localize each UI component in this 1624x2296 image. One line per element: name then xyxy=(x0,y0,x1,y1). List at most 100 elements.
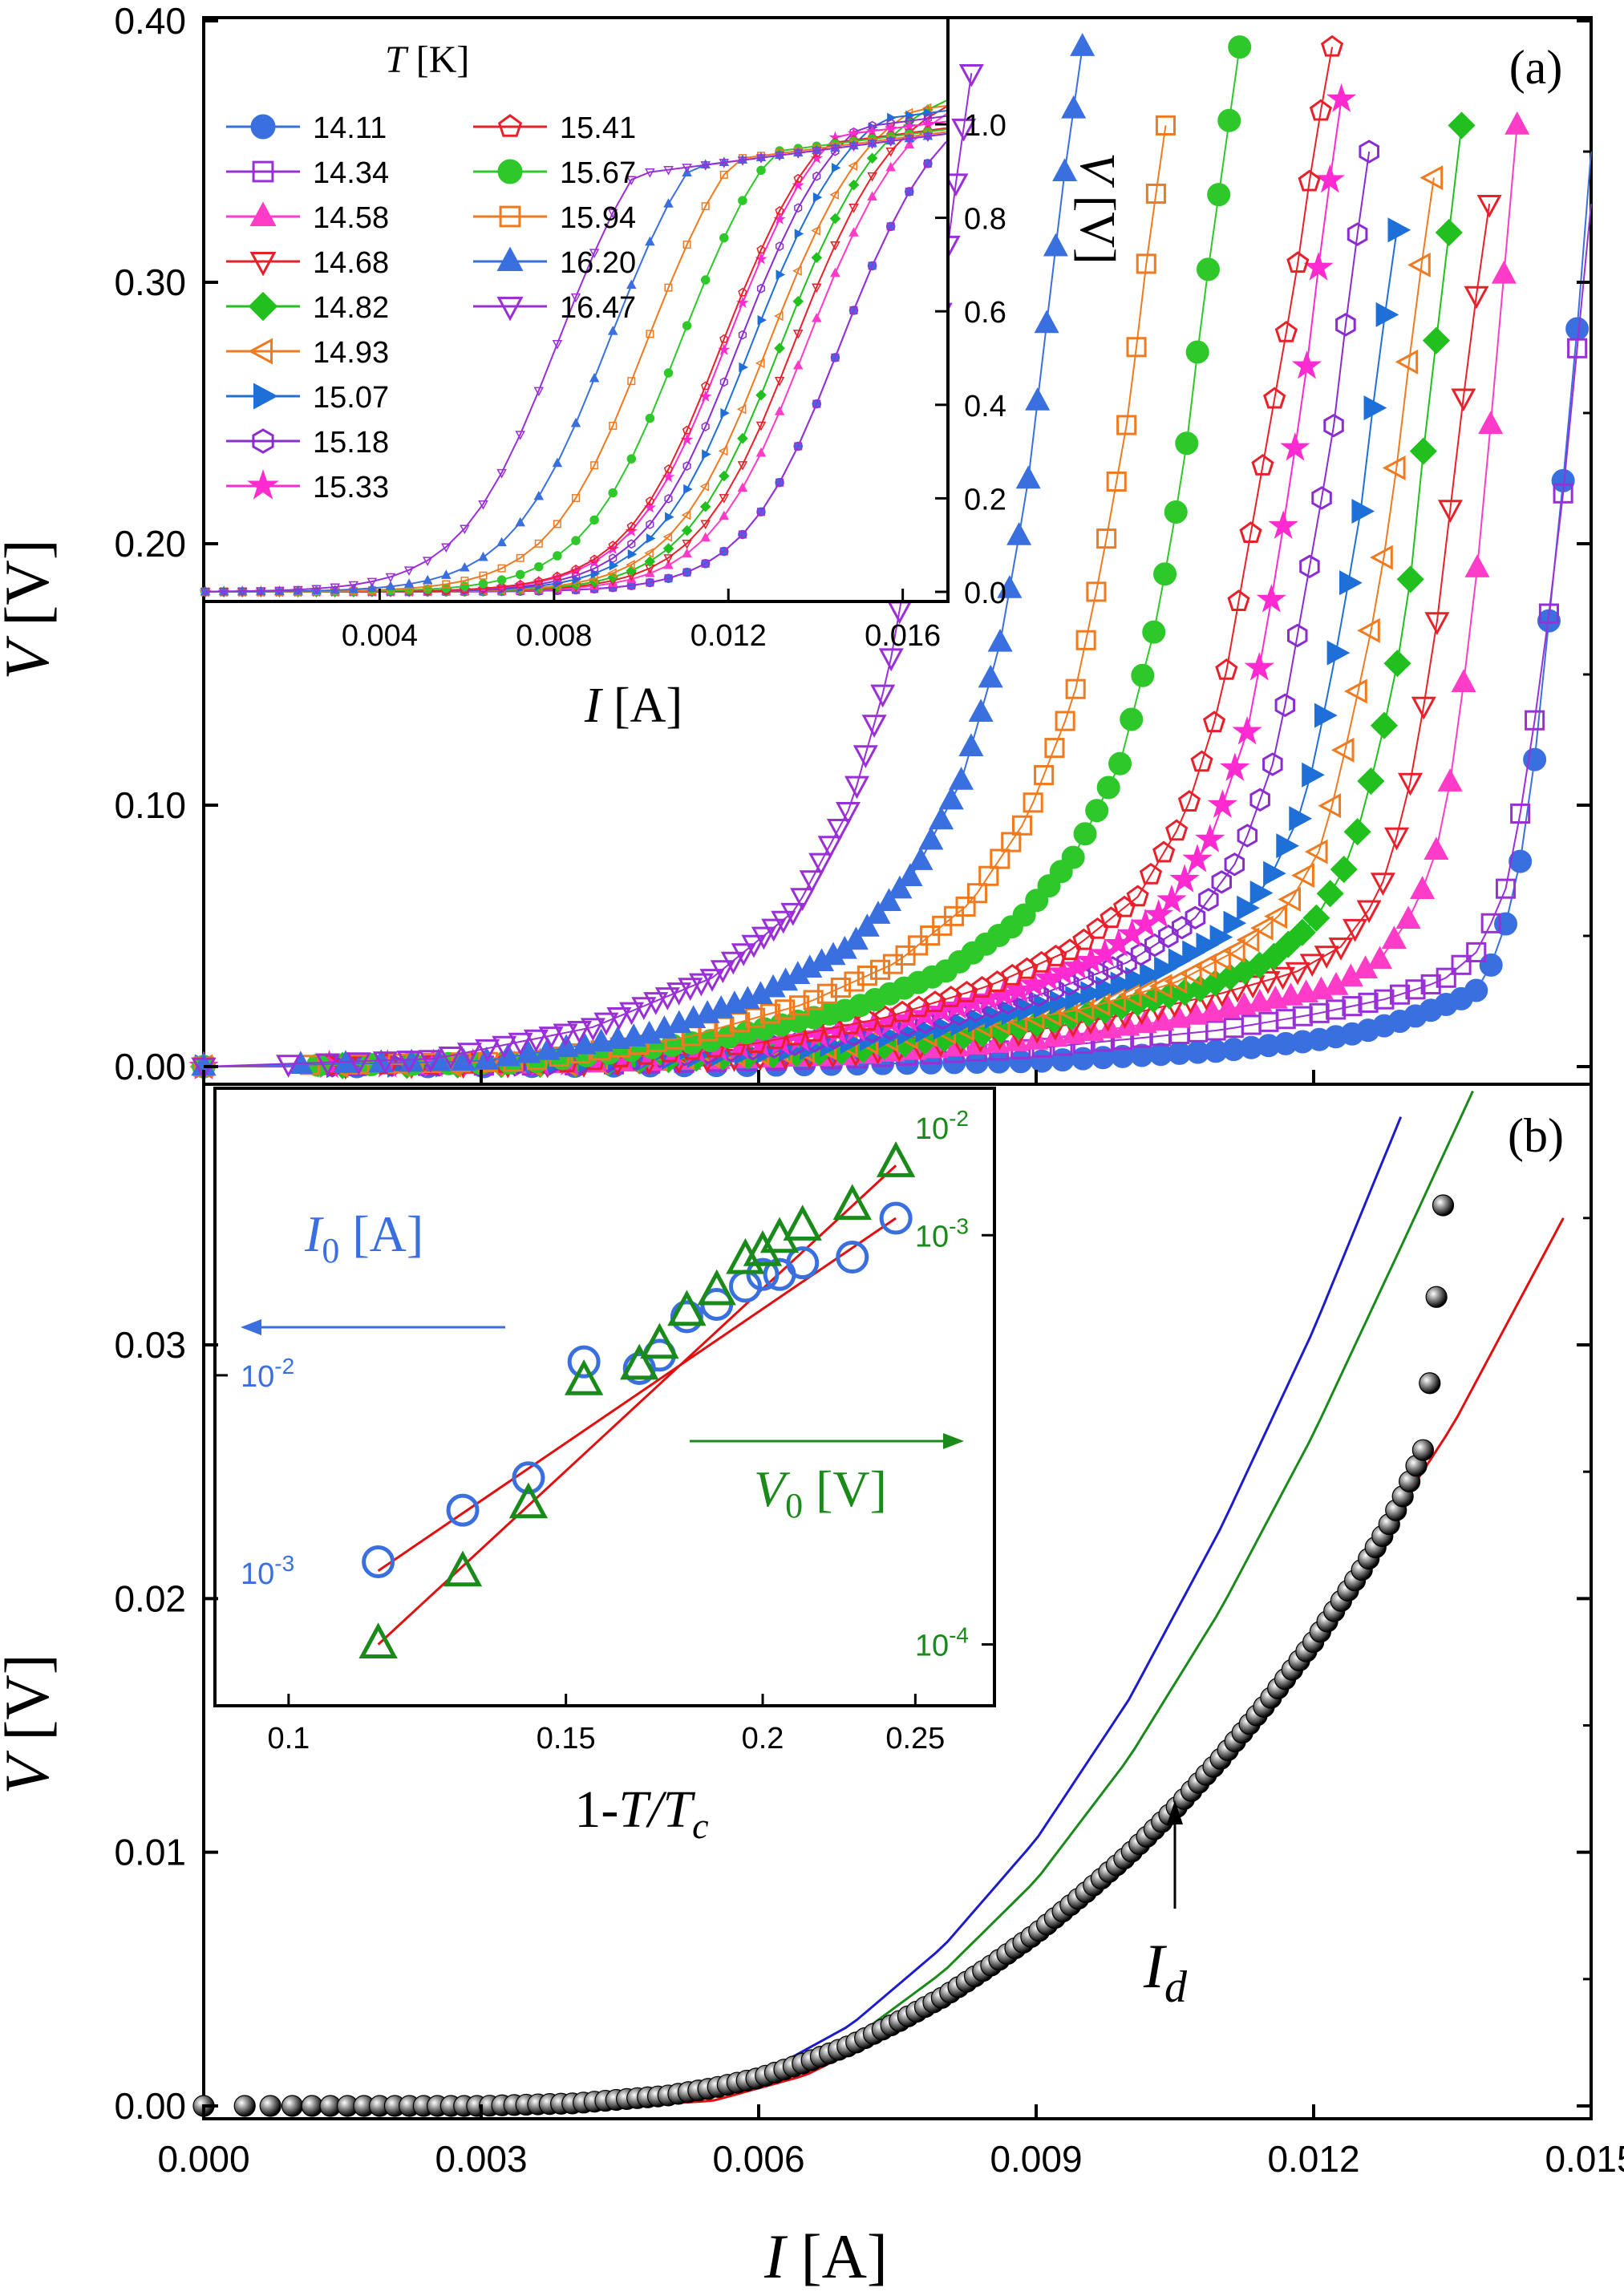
data-point xyxy=(958,64,984,87)
ytick-label-a: 0.00 xyxy=(114,1046,186,1087)
legend-marker xyxy=(253,383,278,410)
data-point xyxy=(1270,966,1296,990)
inset-point xyxy=(552,340,563,350)
inset-point xyxy=(792,330,804,339)
inset-point xyxy=(700,161,711,171)
data-point xyxy=(1510,803,1531,824)
inset-point xyxy=(663,368,674,378)
legend-marker xyxy=(248,338,273,365)
inset-point xyxy=(683,484,693,495)
data-point xyxy=(1227,589,1250,611)
data-point xyxy=(1314,164,1346,193)
data-point xyxy=(951,118,977,142)
data-point xyxy=(1034,993,1057,1018)
data-point xyxy=(1030,1049,1054,1073)
inset-b-I0-var: I xyxy=(304,1205,324,1262)
inset-point xyxy=(755,154,767,164)
data-point xyxy=(843,926,869,950)
data-point xyxy=(1015,957,1039,979)
data-point xyxy=(1223,910,1247,936)
data-point xyxy=(492,1035,517,1059)
inset-point xyxy=(330,584,340,594)
inset-a-xtick-label: 0.004 xyxy=(342,619,418,653)
inset-point xyxy=(663,464,674,473)
inset-point xyxy=(757,314,767,326)
data-point xyxy=(990,848,1010,869)
data-point xyxy=(1425,1286,1448,1308)
data-point xyxy=(1034,310,1059,334)
data-point xyxy=(1043,233,1068,257)
data-point xyxy=(1237,824,1258,848)
data-point xyxy=(1370,873,1395,896)
data-point xyxy=(1419,1372,1441,1395)
data-point xyxy=(1061,845,1085,869)
data-point xyxy=(1262,752,1283,776)
data-point xyxy=(571,1031,597,1055)
data-point xyxy=(456,1043,483,1067)
inset-b-V0-point xyxy=(832,1184,872,1221)
inset-b-left-ytick-label: 10-2 xyxy=(241,1354,294,1394)
data-point xyxy=(1118,982,1142,1008)
inset-point xyxy=(627,539,636,549)
inset-point xyxy=(663,166,674,176)
data-point xyxy=(1052,158,1078,181)
data-point xyxy=(1011,815,1033,836)
inset-point xyxy=(589,249,600,258)
data-point xyxy=(1034,764,1055,786)
inset-point xyxy=(719,494,730,504)
inset-point xyxy=(775,205,784,215)
data-point xyxy=(1228,35,1252,59)
inset-point xyxy=(626,573,637,583)
data-point xyxy=(803,990,824,1010)
data-point xyxy=(1320,34,1344,57)
data-point xyxy=(939,986,962,1007)
inset-point xyxy=(590,461,599,470)
data-point xyxy=(1073,822,1097,846)
data-point xyxy=(233,2095,256,2117)
data-point xyxy=(1239,521,1262,543)
data-point xyxy=(1299,554,1320,579)
data-point xyxy=(1383,827,1410,851)
inset-point xyxy=(699,500,711,512)
ytick-label-a: 0.20 xyxy=(114,523,186,565)
data-point xyxy=(538,1027,564,1050)
data-point xyxy=(1102,956,1124,980)
legend-marker xyxy=(497,114,523,137)
data-point xyxy=(1182,844,1213,873)
ylabel-a: V [V] xyxy=(0,539,62,679)
inset-point xyxy=(496,581,507,591)
inset-point xyxy=(794,229,804,239)
data-point xyxy=(1287,623,1308,648)
data-point xyxy=(1330,737,1355,763)
inset-point xyxy=(737,432,748,444)
inset-point xyxy=(737,461,748,471)
data-point xyxy=(1140,962,1163,988)
inset-point xyxy=(682,241,691,249)
inset-point xyxy=(646,533,656,544)
data-point xyxy=(1407,252,1431,277)
annotation-label-sub: d xyxy=(1164,1962,1188,2012)
data-point xyxy=(1086,917,1109,939)
inset-point xyxy=(700,520,711,530)
data-point xyxy=(1006,521,1032,545)
inset-point xyxy=(403,578,415,588)
legend-marker xyxy=(252,428,274,454)
panel-b-plot xyxy=(192,1090,1565,2117)
data-point xyxy=(593,1012,619,1036)
ytick-label-b: 0.00 xyxy=(114,2085,186,2127)
ytick-label-a: 0.40 xyxy=(114,0,186,42)
legend-marker xyxy=(497,159,523,184)
data-point xyxy=(943,173,969,197)
inset-point xyxy=(665,512,674,522)
data-point xyxy=(1158,924,1179,949)
data-point xyxy=(1065,678,1086,699)
data-point xyxy=(1133,978,1157,1003)
inset-point xyxy=(553,520,561,528)
data-point xyxy=(1344,678,1367,704)
data-point xyxy=(1411,696,1436,720)
inset-point xyxy=(774,152,785,161)
data-point xyxy=(1495,878,1517,899)
inset-point xyxy=(886,222,895,231)
inset-point xyxy=(646,578,654,587)
data-point xyxy=(1347,222,1368,246)
